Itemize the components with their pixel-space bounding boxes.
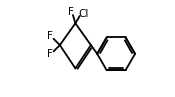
Text: F: F bbox=[47, 49, 53, 59]
Text: F: F bbox=[47, 31, 53, 41]
Text: Cl: Cl bbox=[78, 9, 89, 19]
Text: F: F bbox=[68, 7, 74, 17]
